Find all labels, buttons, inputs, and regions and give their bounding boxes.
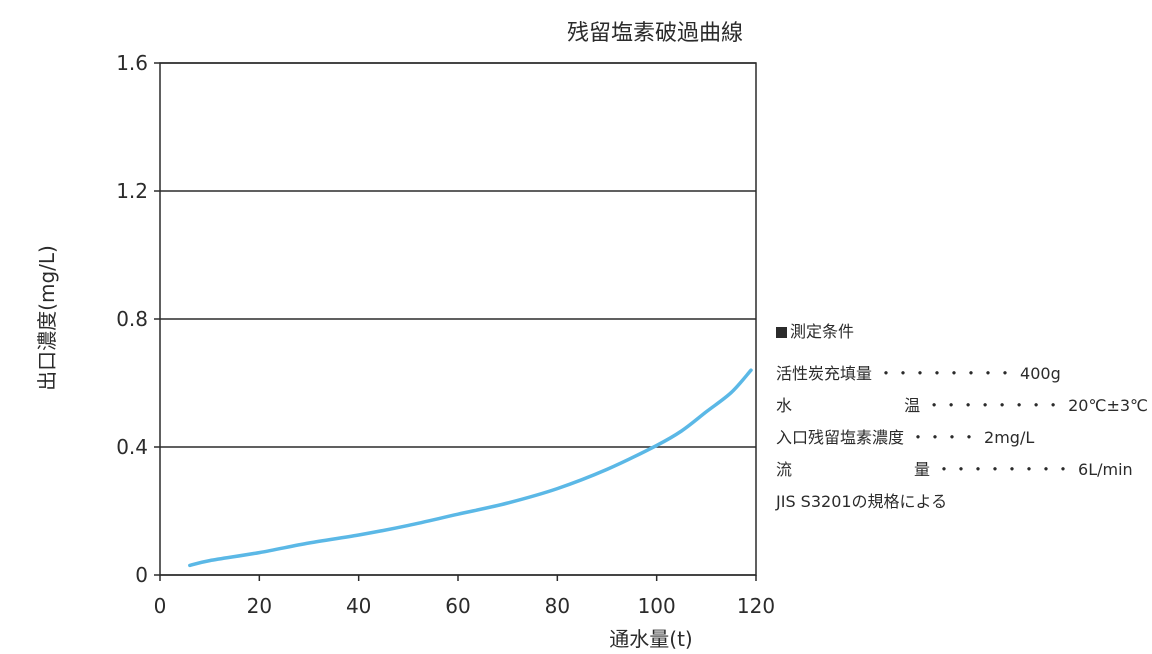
- condition-leader-dots: ・・・・・・・・: [926, 396, 1063, 415]
- condition-label-char: 温: [904, 396, 921, 415]
- x-tick-label: 0: [154, 594, 167, 618]
- condition-label-char: 流: [776, 460, 793, 479]
- condition-leader-dots: ・・・・・・・・: [878, 364, 1015, 383]
- x-tick-label: 80: [545, 594, 570, 618]
- x-axis: 0 20 40 60 80 100 120: [154, 575, 775, 618]
- y-tick-label: 1.6: [116, 51, 148, 75]
- condition-value: 2mg/L: [984, 428, 1035, 447]
- chart-title: 残留塩素破過曲線: [567, 21, 743, 46]
- conditions-heading: 測定条件: [776, 318, 1148, 346]
- condition-value: 400g: [1020, 364, 1061, 383]
- series-line: [188, 368, 753, 568]
- y-axis: 0 0.4 0.8 1.2 1.6: [116, 51, 160, 587]
- measurement-conditions: 測定条件 活性炭充填量 ・・・・・・・・ 400g 水 温 ・・・・・・・・ 2…: [776, 318, 1148, 516]
- standard-note: JIS S3201の規格による: [776, 492, 948, 511]
- condition-label-char: 量: [913, 460, 930, 479]
- y-tick-label: 0: [135, 563, 148, 587]
- y-axis-label: 出口濃度(mg/L): [35, 245, 59, 391]
- conditions-heading-text: 測定条件: [790, 322, 855, 341]
- condition-value: 6L/min: [1078, 460, 1133, 479]
- y-tick-label: 1.2: [116, 179, 148, 203]
- series-layer: [188, 368, 753, 568]
- x-tick-label: 20: [247, 594, 272, 618]
- y-tick-label: 0.4: [116, 435, 148, 459]
- condition-row-flow: 流 量 ・・・・・・・・ 6L/min: [776, 456, 1148, 484]
- condition-label-char: 水: [776, 396, 793, 415]
- y-tick-label: 0.8: [116, 307, 148, 331]
- x-tick-label: 100: [638, 594, 676, 618]
- condition-row-inlet-chlorine: 入口残留塩素濃度 ・・・・ 2mg/L: [776, 424, 1148, 452]
- condition-leader-dots: ・・・・・・・・: [936, 460, 1073, 479]
- condition-row-water-temp: 水 温 ・・・・・・・・ 20℃±3℃: [776, 392, 1148, 420]
- x-tick-label: 60: [445, 594, 470, 618]
- x-tick-label: 120: [737, 594, 775, 618]
- condition-leader-dots: ・・・・: [910, 428, 979, 447]
- condition-row-carbon: 活性炭充填量 ・・・・・・・・ 400g: [776, 360, 1148, 388]
- x-axis-label: 通水量(t): [609, 627, 692, 651]
- condition-value: 20℃±3℃: [1068, 396, 1148, 415]
- condition-label: 流 量: [776, 456, 930, 484]
- square-bullet-icon: [776, 327, 787, 338]
- grid-lines: [160, 62, 756, 576]
- condition-label: 入口残留塩素濃度: [776, 428, 905, 447]
- x-tick-label: 40: [346, 594, 371, 618]
- condition-label: 水 温: [776, 392, 920, 420]
- condition-label: 活性炭充填量: [776, 364, 873, 383]
